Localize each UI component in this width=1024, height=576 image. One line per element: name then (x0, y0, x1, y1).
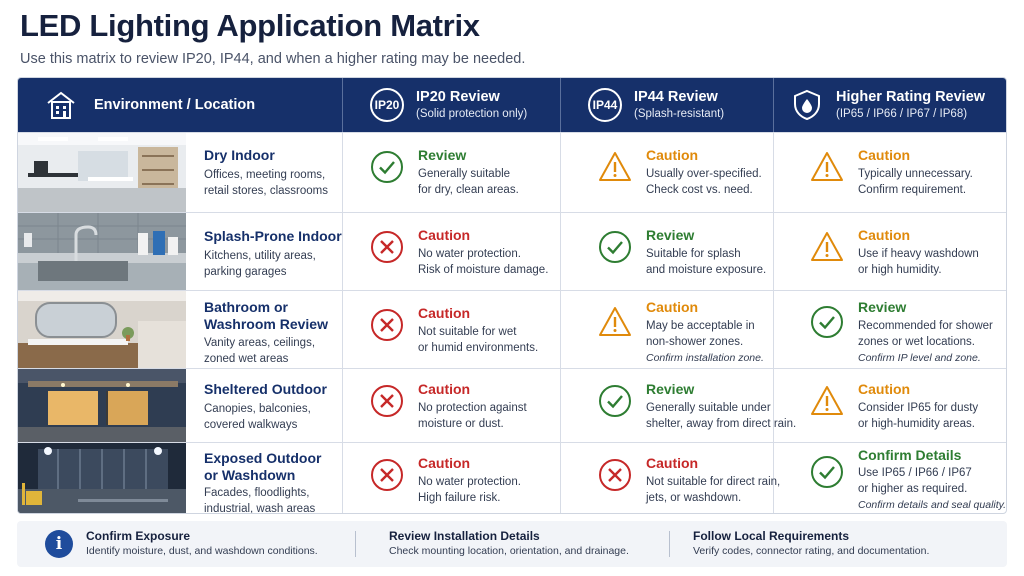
footer-item-installation: Review Installation Details Check mounti… (389, 529, 629, 557)
environment-name: Splash-Prone Indoor (204, 228, 342, 244)
status-desc: Use IP65 / IP66 / IP67 or higher as requi… (858, 467, 972, 495)
header-environment: Environment / Location (44, 78, 344, 132)
status-desc: Recommended for shower zones or wet locat… (858, 320, 993, 348)
status-desc: Typically unnecessary. Confirm requiremen… (858, 168, 973, 196)
sheltered-outdoor-photo (18, 369, 186, 442)
status-desc: Suitable for splash and moisture exposure… (646, 248, 767, 276)
table-row: Dry Indoor Offices, meeting rooms, retail… (18, 132, 1006, 212)
row-environment: Splash-Prone Indoor Kitchens, utility ar… (204, 228, 342, 280)
warning-triangle-icon (811, 152, 843, 181)
status-note: Confirm IP level and zone. (858, 352, 981, 364)
environment-name: Bathroom or Washroom Review (204, 299, 328, 332)
environment-name: Sheltered Outdoor (204, 381, 327, 397)
status-desc: No water protection. High failure risk. (418, 476, 521, 504)
table-row: Exposed Outdoor or Washdown Facades, floo… (18, 442, 1007, 514)
status-desc: May be acceptable in non-shower zones. (646, 320, 755, 348)
dry-indoor-photo (18, 133, 186, 212)
header-ip44-sub: (Splash-resistant) (634, 108, 725, 120)
status-desc: No water protection. Risk of moisture dam… (418, 248, 549, 276)
status-label: Caution (418, 227, 471, 243)
check-circle-icon (371, 151, 403, 183)
environment-name: Dry Indoor (204, 147, 275, 163)
environment-desc: Facades, floodlights, industrial, wash ar… (204, 487, 316, 514)
row-environment: Bathroom or Washroom Review Vanity areas,… (204, 299, 328, 367)
status-label: Caution (646, 455, 699, 471)
warning-triangle-icon (599, 152, 631, 181)
row-environment: Sheltered Outdoor Canopies, balconies, co… (204, 381, 327, 433)
header-higher-title: Higher Rating Review (836, 89, 986, 105)
footer-tips: i Confirm Exposure Identify moisture, du… (17, 521, 1007, 567)
status-desc: Use if heavy washdown or high humidity. (858, 248, 979, 276)
environment-desc: Vanity areas, ceilings, zoned wet areas (204, 337, 316, 365)
environment-name: Exposed Outdoor or Washdown (204, 450, 322, 483)
cross-circle-icon (371, 385, 403, 417)
table-row: Bathroom or Washroom Review Vanity areas,… (18, 290, 1006, 368)
cross-circle-icon (599, 459, 631, 491)
check-circle-icon (811, 306, 843, 338)
status-note: Confirm installation zone. (646, 352, 764, 364)
header-ip20-title: IP20 Review (416, 89, 500, 105)
status-label: Review (646, 227, 695, 243)
status-label: Caution (646, 147, 699, 163)
header-ip44-title: IP44 Review (634, 89, 718, 105)
header-higher-sub: (IP65 / IP66 / IP67 / IP68) (836, 108, 968, 120)
check-circle-icon (599, 231, 631, 263)
cross-circle-icon (371, 459, 403, 491)
status-desc: Generally suitable for dry, clean areas. (418, 168, 519, 196)
status-desc: Not suitable for wet or humid environment… (418, 326, 539, 354)
environment-desc: Kitchens, utility areas, parking garages (204, 250, 316, 278)
table-row: Splash-Prone Indoor Kitchens, utility ar… (18, 212, 1006, 290)
status-label: Caution (646, 299, 699, 315)
status-label: Caution (418, 381, 471, 397)
status-label: Confirm Details (858, 447, 962, 463)
environment-desc: Canopies, balconies, covered walkways (204, 403, 311, 431)
cross-circle-icon (371, 309, 403, 341)
footer-item-exposure: Confirm Exposure Identify moisture, dust… (86, 529, 318, 557)
warning-triangle-icon (811, 386, 843, 415)
check-circle-icon (811, 456, 843, 488)
header-ip44: IP44 IP44 Review (Splash-resistant) (588, 78, 788, 132)
shield-drop-icon (790, 88, 824, 122)
page-subtitle: Use this matrix to review IP20, IP44, an… (20, 51, 526, 67)
status-desc: Not suitable for direct rain, jets, or wa… (646, 476, 781, 504)
splash-indoor-photo (18, 213, 186, 290)
warning-triangle-icon (811, 232, 843, 261)
header-higher: Higher Rating Review (IP65 / IP66 / IP67… (790, 78, 1005, 132)
status-label: Review (858, 299, 907, 315)
status-label: Review (646, 381, 695, 397)
status-label: Caution (418, 455, 471, 471)
matrix-header: Environment / Location IP20 IP20 Review … (18, 78, 1006, 132)
status-label: Caution (858, 381, 911, 397)
status-label: Caution (858, 147, 911, 163)
status-desc: Generally suitable under shelter, away fr… (646, 402, 797, 430)
row-environment: Exposed Outdoor or Washdown Facades, floo… (204, 450, 322, 514)
environment-desc: Offices, meeting rooms, retail stores, cl… (204, 169, 328, 197)
row-environment: Dry Indoor Offices, meeting rooms, retail… (204, 147, 328, 199)
ip44-badge-icon: IP44 (588, 88, 622, 122)
ip20-badge-icon: IP20 (370, 88, 404, 122)
header-ip20-sub: (Solid protection only) (416, 108, 528, 120)
cross-circle-icon (371, 231, 403, 263)
header-ip20: IP20 IP20 Review (Solid protection only) (370, 78, 570, 132)
bathroom-photo (18, 291, 186, 368)
header-environment-label: Environment / Location (94, 97, 256, 113)
page-title: LED Lighting Application Matrix (20, 8, 480, 43)
check-circle-icon (599, 385, 631, 417)
status-label: Caution (418, 305, 471, 321)
exposed-outdoor-photo (18, 443, 186, 513)
footer-item-requirements: Follow Local Requirements Verify codes, … (693, 529, 930, 557)
warning-triangle-icon (599, 307, 631, 336)
table-row: Sheltered Outdoor Canopies, balconies, co… (18, 368, 1006, 442)
info-icon: i (45, 530, 73, 558)
status-note: Confirm details and seal quality. (858, 499, 1007, 511)
building-icon (44, 88, 78, 122)
application-matrix: Environment / Location IP20 IP20 Review … (17, 77, 1007, 514)
status-desc: No protection against moisture or dust. (418, 402, 527, 430)
status-desc: Consider IP65 for dusty or high-humidity … (858, 402, 979, 430)
status-desc: Usually over-specified. Check cost vs. ne… (646, 168, 762, 196)
status-label: Review (418, 147, 467, 163)
status-label: Caution (858, 227, 911, 243)
